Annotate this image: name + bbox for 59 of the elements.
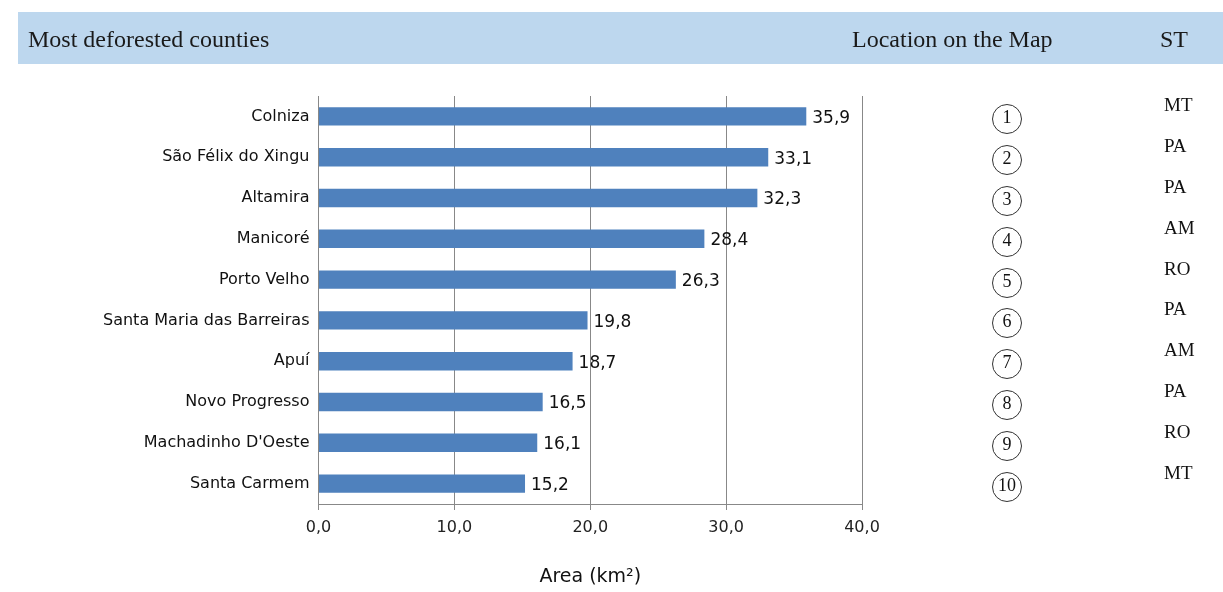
text: 2 xyxy=(1001,148,1013,170)
data-label: 33,1 xyxy=(774,147,813,168)
text: MT xyxy=(1164,94,1193,117)
text: AM xyxy=(1164,339,1195,362)
y-tick-label: Altamira xyxy=(241,187,310,207)
text: 7 xyxy=(1001,352,1013,374)
x-tick-label: 40,0 xyxy=(844,516,880,536)
y-tick-label: Novo Progresso xyxy=(185,391,310,411)
y-tick-label: São Félix do Xingu xyxy=(162,146,310,166)
bar xyxy=(318,392,543,412)
text: 10 xyxy=(997,474,1017,496)
bar xyxy=(318,352,573,371)
bar xyxy=(318,188,758,208)
y-tick-label: Manicoré xyxy=(236,227,310,247)
x-axis-title: Area (km²) xyxy=(539,563,642,586)
data-label: 18,7 xyxy=(578,351,617,372)
y-tick-label: Porto Velho xyxy=(218,268,310,288)
text: PA xyxy=(1164,176,1187,198)
text: RO xyxy=(1164,420,1191,443)
data-label: 19,8 xyxy=(593,310,632,331)
text: PA xyxy=(1164,380,1187,402)
data-label: 26,3 xyxy=(681,270,720,291)
bar xyxy=(318,148,769,167)
x-tick-label: 10,0 xyxy=(436,516,473,536)
x-tick-label: 30,0 xyxy=(708,516,744,536)
text: 4 xyxy=(1001,229,1013,251)
bar xyxy=(318,433,538,452)
bar xyxy=(318,107,807,126)
data-label: 16,1 xyxy=(543,433,582,454)
bar xyxy=(318,474,526,493)
text: ST xyxy=(1160,26,1189,53)
text: PA xyxy=(1164,135,1187,158)
y-tick-label: Santa Maria das Barreiras xyxy=(103,309,310,329)
text: 5 xyxy=(1001,270,1013,292)
data-label: 32,3 xyxy=(763,188,802,209)
x-tick-label: 20,0 xyxy=(572,516,609,536)
y-tick-label: Machadinho D'Oeste xyxy=(143,431,310,451)
bar xyxy=(318,270,676,289)
data-label: 28,4 xyxy=(710,229,749,250)
text: PA xyxy=(1164,298,1187,321)
text: 8 xyxy=(1001,393,1013,414)
text: 3 xyxy=(1001,189,1013,210)
chart-title: Most deforested counties xyxy=(28,26,270,53)
x-tick-label: 0,0 xyxy=(305,516,332,536)
y-tick-label: Santa Carmem xyxy=(189,472,310,492)
data-label: 15,2 xyxy=(531,474,569,495)
text: Location on the Map xyxy=(852,26,1053,53)
data-label: 35,9 xyxy=(812,106,851,127)
text: RO xyxy=(1164,257,1191,280)
data-label: 16,5 xyxy=(548,392,587,413)
text: AM xyxy=(1164,216,1195,239)
text: MT xyxy=(1164,461,1193,484)
text: 6 xyxy=(1001,311,1013,333)
y-tick-label: Apuí xyxy=(273,350,311,370)
y-tick-label: Colniza xyxy=(251,105,310,125)
bar xyxy=(318,311,588,330)
text: 1 xyxy=(1001,107,1013,129)
text: 9 xyxy=(1001,433,1013,455)
bar xyxy=(318,229,705,248)
